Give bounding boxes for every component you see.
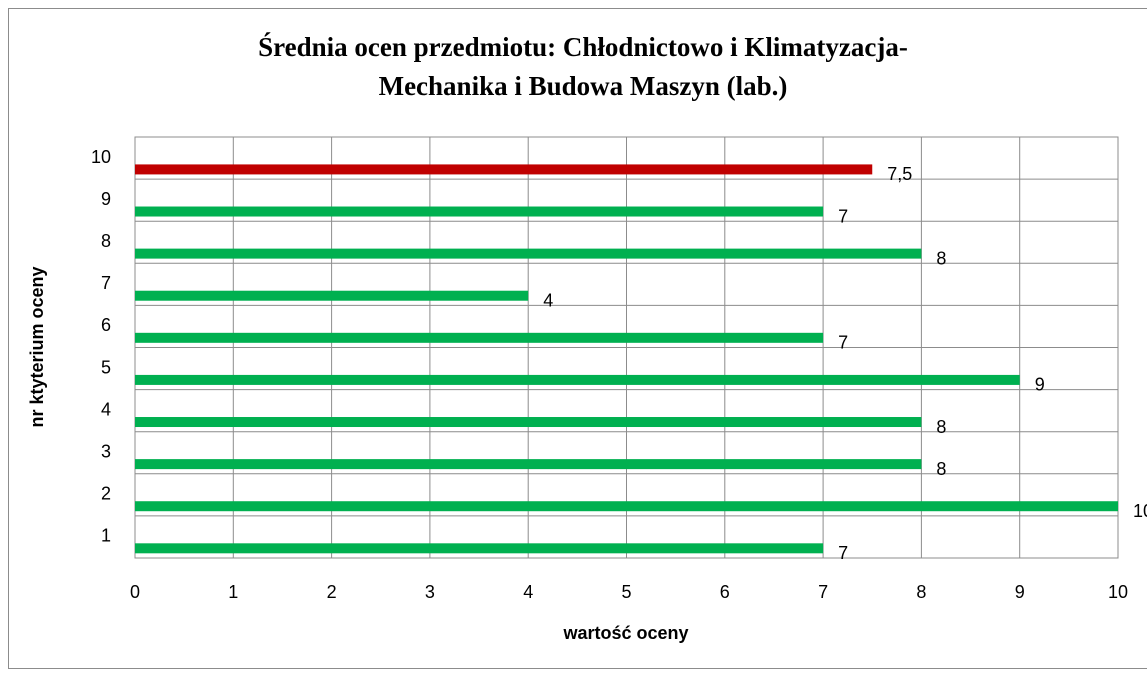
- bar: [135, 374, 1020, 385]
- x-tick-label: 1: [228, 582, 238, 602]
- chart-title: Mechanika i Budowa Maszyn (lab.): [379, 71, 788, 101]
- y-tick-label: 6: [101, 315, 111, 335]
- y-axis-title: nr ktyterium oceny: [27, 266, 47, 427]
- x-tick-label: 3: [425, 582, 435, 602]
- bar: [135, 459, 922, 470]
- data-label: 8: [936, 248, 946, 268]
- data-label: 8: [936, 459, 946, 479]
- bar: [135, 206, 824, 217]
- x-tick-label: 6: [720, 582, 730, 602]
- y-tick-label: 10: [91, 147, 111, 167]
- x-axis-title: wartość oceny: [562, 623, 688, 643]
- data-label: 7: [838, 333, 848, 353]
- chart-title: Średnia ocen przedmiotu: Chłodnictowo i …: [258, 32, 908, 62]
- data-label: 8: [936, 417, 946, 437]
- bar: [135, 290, 529, 301]
- data-label: 10: [1133, 501, 1147, 521]
- x-tick-label: 10: [1108, 582, 1128, 602]
- data-label: 4: [543, 290, 553, 310]
- bar: [135, 417, 922, 428]
- y-tick-label: 1: [101, 526, 111, 546]
- y-tick-label: 3: [101, 442, 111, 462]
- data-label: 7: [838, 543, 848, 563]
- y-tick-label: 8: [101, 231, 111, 251]
- bar: [135, 543, 824, 554]
- x-tick-label: 4: [523, 582, 533, 602]
- bar: [135, 501, 1118, 512]
- x-tick-label: 7: [818, 582, 828, 602]
- y-tick-label: 4: [101, 399, 111, 419]
- y-tick-label: 2: [101, 484, 111, 504]
- y-tick-label: 9: [101, 189, 111, 209]
- x-tick-label: 0: [130, 582, 140, 602]
- bar: [135, 248, 922, 259]
- x-tick-label: 9: [1015, 582, 1025, 602]
- x-tick-label: 8: [916, 582, 926, 602]
- data-label: 7: [838, 206, 848, 226]
- y-tick-label: 7: [101, 273, 111, 293]
- x-tick-label: 5: [621, 582, 631, 602]
- bar: [135, 332, 824, 343]
- data-label: 7,5: [887, 164, 912, 184]
- bar: [135, 164, 873, 175]
- y-tick-label: 5: [101, 357, 111, 377]
- plot-border: [134, 136, 1119, 559]
- x-tick-label: 2: [327, 582, 337, 602]
- data-label: 9: [1035, 375, 1045, 395]
